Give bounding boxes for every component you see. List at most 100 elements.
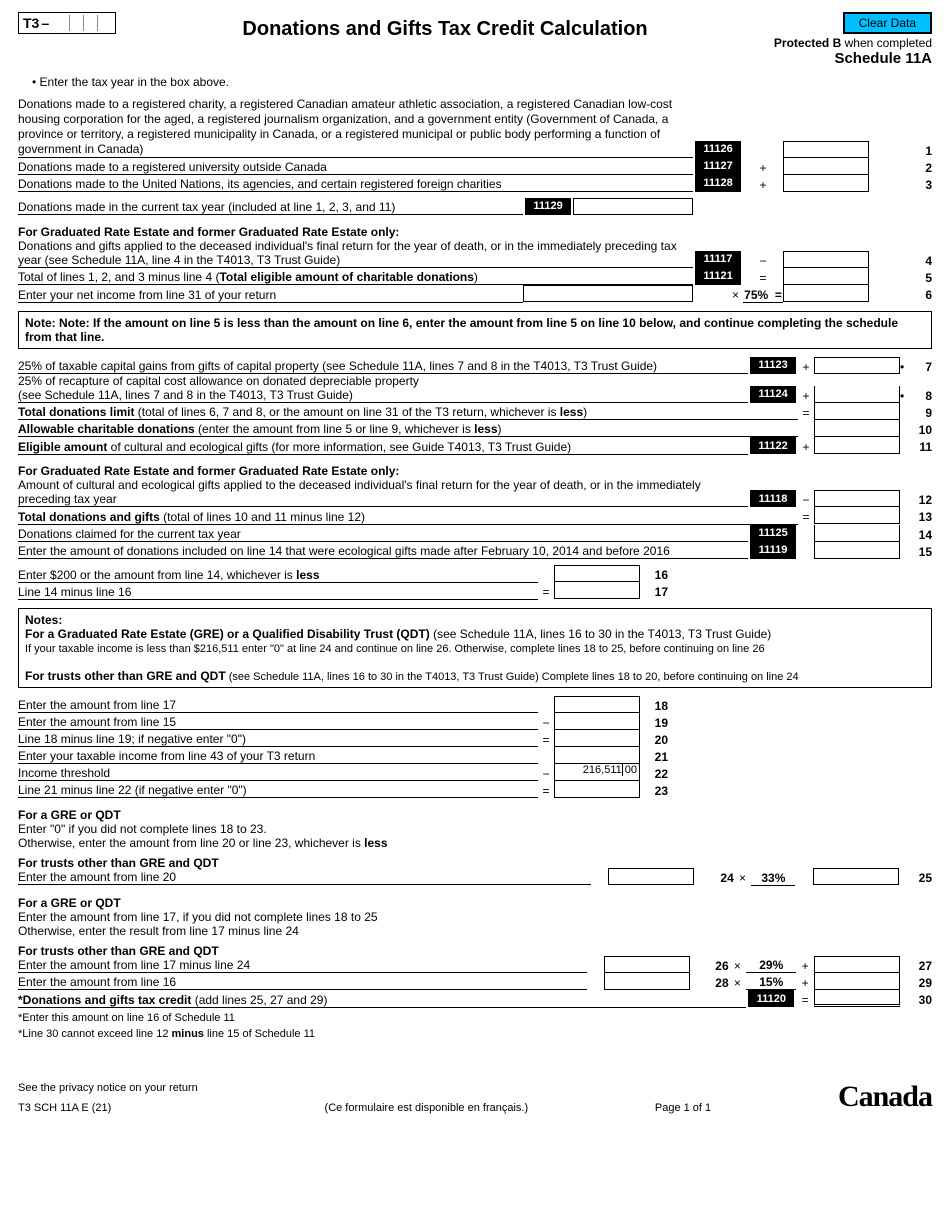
line-12-amount[interactable]: [814, 490, 900, 507]
form-title: Donations and Gifts Tax Credit Calculati…: [116, 12, 774, 41]
line-14-amount[interactable]: [814, 525, 900, 542]
code-11124: 11124: [750, 386, 796, 403]
line-num-12: 12: [910, 458, 932, 507]
line-num-25: 25: [908, 802, 932, 885]
line-29-amount[interactable]: [814, 973, 900, 990]
line-24-amount[interactable]: [608, 868, 694, 885]
line-27-amount[interactable]: [814, 956, 900, 973]
line-4-amount[interactable]: [783, 251, 869, 268]
block-24-text: For a GRE or QDT Enter "0" if you did no…: [18, 802, 591, 885]
line-18-desc: Enter the amount from line 17: [18, 696, 538, 713]
line-28-amount[interactable]: [604, 973, 690, 990]
line-9-desc: Total donations limit (total of lines 6,…: [18, 403, 798, 420]
line-6-input[interactable]: [523, 285, 693, 302]
line-num-13: 13: [910, 507, 932, 524]
code-11129: 11129: [525, 198, 571, 215]
line-7-amount[interactable]: [814, 357, 900, 374]
line-3-amount[interactable]: [783, 175, 869, 192]
line-10-amount[interactable]: [814, 420, 900, 437]
clear-data-button[interactable]: Clear Data: [843, 12, 932, 34]
line-22-desc: Income threshold: [18, 764, 538, 781]
line-26-amount[interactable]: [604, 956, 690, 973]
line-2-amount[interactable]: [783, 158, 869, 175]
code-11127: 11127: [695, 158, 741, 175]
line-5-desc: Total of lines 1, 2, and 3 minus line 4 …: [18, 268, 693, 285]
line-num-26: 26: [702, 890, 728, 973]
line-6-desc: Enter your net income from line 31 of yo…: [18, 285, 523, 303]
code-11119: 11119: [750, 542, 796, 559]
line-num-6: 6: [910, 285, 932, 303]
privacy-notice: See the privacy notice on your return: [18, 1082, 198, 1094]
line-3-desc: Donations made to the United Nations, it…: [18, 175, 693, 192]
form-id: T3 SCH 11A E (21): [18, 1102, 198, 1114]
page-footer: See the privacy notice on your return T3…: [18, 1080, 932, 1114]
canada-wordmark: Canada: [838, 1080, 932, 1114]
line-num-10: 10: [910, 420, 932, 437]
line-num-24: 24: [707, 802, 733, 885]
t3-label: T3: [23, 15, 39, 31]
line-23-amount[interactable]: [554, 781, 640, 798]
line-9-amount[interactable]: [814, 403, 900, 420]
line-20-desc: Line 18 minus line 19; if negative enter…: [18, 730, 538, 747]
header-row: T3 – Donations and Gifts Tax Credit Calc…: [18, 12, 932, 67]
block-26-text: For a GRE or QDT Enter the amount from l…: [18, 890, 587, 973]
line-num-7: 7: [910, 357, 932, 374]
line-21-desc: Enter your taxable income from line 43 o…: [18, 747, 538, 764]
line-num-20: 20: [644, 730, 668, 747]
schedule-label: Schedule 11A: [774, 50, 932, 67]
line-14-desc: Donations claimed for the current tax ye…: [18, 524, 748, 542]
line-28-desc: Enter the amount from line 16: [18, 973, 587, 990]
gre1-block: For Graduated Rate Estate and former Gra…: [18, 219, 693, 268]
line-19-amount[interactable]: [554, 713, 640, 730]
t3-year-box[interactable]: T3 –: [18, 12, 116, 34]
line-11-amount[interactable]: [814, 437, 900, 454]
line-25-amount[interactable]: [813, 868, 899, 885]
line-30-amount[interactable]: [814, 990, 900, 1007]
line-num-29: 29: [908, 973, 932, 990]
line-1-desc: Donations made to a registered charity, …: [18, 97, 693, 158]
line-13-desc: Total donations and gifts (total of line…: [18, 507, 798, 524]
line-2-desc: Donations made to a registered universit…: [18, 158, 693, 175]
line-18-amount[interactable]: [554, 696, 640, 713]
line-15-desc: Enter the amount of donations included o…: [18, 542, 748, 559]
line-21-amount[interactable]: [554, 747, 640, 764]
note-box-1: Note: Note: If the amount on line 5 is l…: [18, 311, 932, 349]
line-13-amount[interactable]: [814, 507, 900, 524]
line-1-amount[interactable]: [783, 141, 869, 158]
pct-15: 15%: [746, 973, 796, 990]
line-num-27: 27: [908, 890, 932, 973]
line-num-14: 14: [910, 524, 932, 542]
code-11125: 11125: [750, 525, 796, 542]
line-num-23: 23: [644, 781, 668, 798]
year-cells[interactable]: [55, 15, 111, 31]
line-6-amount[interactable]: [783, 285, 869, 302]
line-num-8: 8: [910, 374, 932, 403]
line-cur-amount[interactable]: [573, 198, 693, 215]
pct-29: 29%: [746, 890, 796, 973]
french-note: (Ce formulaire est disponible en françai…: [325, 1102, 529, 1114]
line-num-1: 1: [910, 97, 932, 158]
line-16-amount[interactable]: [554, 565, 640, 582]
line-19-desc: Enter the amount from line 15: [18, 713, 538, 730]
line-15-amount[interactable]: [814, 542, 900, 559]
line-10-desc: Allowable charitable donations (enter th…: [18, 420, 798, 437]
code-11120: 11120: [748, 990, 794, 1007]
line-num-18: 18: [644, 696, 668, 713]
code-11122: 11122: [750, 437, 796, 454]
line-num-3: 3: [910, 175, 932, 192]
line-num-30: 30: [908, 990, 932, 1008]
line-8-amount[interactable]: [814, 386, 900, 403]
line-num-11: 11: [910, 437, 932, 455]
line-num-16: 16: [644, 565, 668, 582]
page-number: Page 1 of 1: [655, 1102, 711, 1114]
line-8-desc: 25% of recapture of capital cost allowan…: [18, 374, 748, 403]
line-17-amount[interactable]: [554, 582, 640, 599]
pct-33: 33%: [751, 802, 795, 885]
code-11121: 11121: [695, 268, 741, 285]
line-5-amount[interactable]: [783, 268, 869, 285]
line-20-amount[interactable]: [554, 730, 640, 747]
section-2: 25% of taxable capital gains from gifts …: [18, 357, 932, 560]
line-7-desc: 25% of taxable capital gains from gifts …: [18, 357, 748, 374]
line-num-21: 21: [644, 747, 668, 764]
line-cur-desc: Donations made in the current tax year (…: [18, 198, 523, 215]
